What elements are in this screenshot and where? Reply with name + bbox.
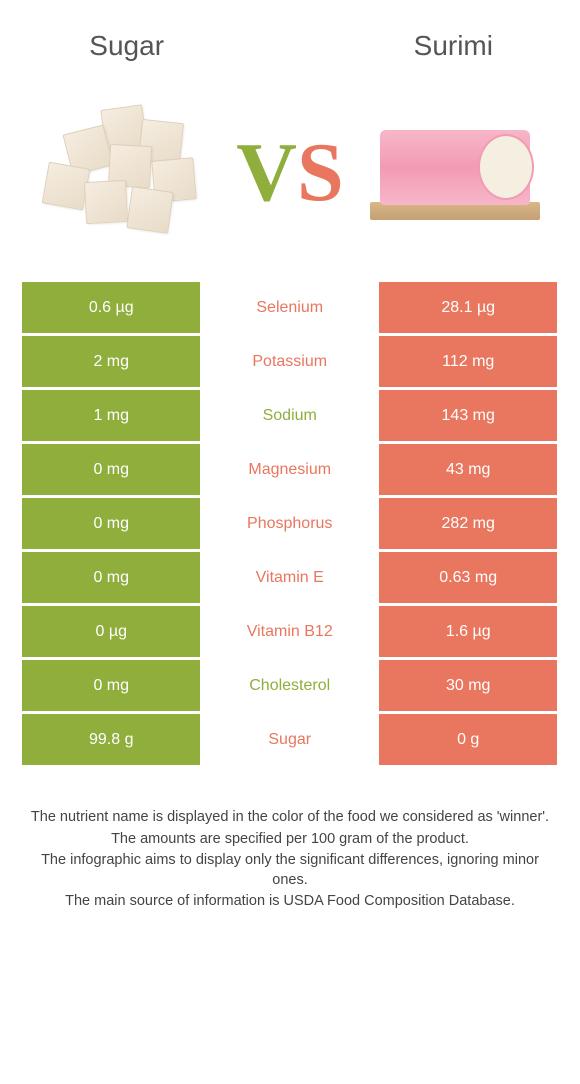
left-value: 99.8 g: [22, 714, 200, 765]
right-value: 30 mg: [379, 660, 557, 711]
table-row: 0 µgVitamin B121.6 µg: [22, 606, 558, 657]
nutrient-label: Phosphorus: [200, 498, 378, 549]
nutrient-label: Selenium: [200, 282, 378, 333]
vs-v: V: [236, 126, 297, 219]
footer-line: The infographic aims to display only the…: [28, 851, 552, 890]
right-value: 112 mg: [379, 336, 557, 387]
footer-line: The main source of information is USDA F…: [28, 892, 552, 912]
surimi-image: [360, 92, 550, 252]
left-value: 0.6 µg: [22, 282, 200, 333]
nutrient-label: Sugar: [200, 714, 378, 765]
table-row: 0 mgCholesterol30 mg: [22, 660, 558, 711]
table-row: 2 mgPotassium112 mg: [22, 336, 558, 387]
nutrient-table: 0.6 µgSelenium28.1 µg2 mgPotassium112 mg…: [22, 282, 558, 765]
table-row: 0 mgMagnesium43 mg: [22, 444, 558, 495]
nutrient-label: Potassium: [200, 336, 378, 387]
left-value: 0 mg: [22, 498, 200, 549]
vs-s: S: [297, 126, 344, 219]
left-title: Sugar: [27, 30, 227, 62]
right-value: 143 mg: [379, 390, 557, 441]
table-row: 0 mgPhosphorus282 mg: [22, 498, 558, 549]
right-value: 282 mg: [379, 498, 557, 549]
nutrient-label: Vitamin E: [200, 552, 378, 603]
table-row: 0 mgVitamin E0.63 mg: [22, 552, 558, 603]
footer-notes: The nutrient name is displayed in the co…: [0, 768, 580, 912]
nutrient-label: Sodium: [200, 390, 378, 441]
images-row: VS: [0, 72, 580, 282]
vs-label: VS: [236, 124, 343, 221]
right-title: Surimi: [353, 30, 553, 62]
left-value: 1 mg: [22, 390, 200, 441]
left-value: 2 mg: [22, 336, 200, 387]
left-value: 0 mg: [22, 444, 200, 495]
left-value: 0 mg: [22, 660, 200, 711]
nutrient-label: Cholesterol: [200, 660, 378, 711]
table-row: 0.6 µgSelenium28.1 µg: [22, 282, 558, 333]
right-value: 1.6 µg: [379, 606, 557, 657]
right-value: 28.1 µg: [379, 282, 557, 333]
right-value: 0 g: [379, 714, 557, 765]
footer-line: The amounts are specified per 100 gram o…: [28, 830, 552, 850]
left-value: 0 µg: [22, 606, 200, 657]
nutrient-label: Vitamin B12: [200, 606, 378, 657]
right-value: 43 mg: [379, 444, 557, 495]
nutrient-label: Magnesium: [200, 444, 378, 495]
sugar-image: [30, 92, 220, 252]
header: Sugar Surimi: [0, 0, 580, 72]
footer-line: The nutrient name is displayed in the co…: [28, 808, 552, 828]
right-value: 0.63 mg: [379, 552, 557, 603]
table-row: 99.8 gSugar0 g: [22, 714, 558, 765]
left-value: 0 mg: [22, 552, 200, 603]
table-row: 1 mgSodium143 mg: [22, 390, 558, 441]
